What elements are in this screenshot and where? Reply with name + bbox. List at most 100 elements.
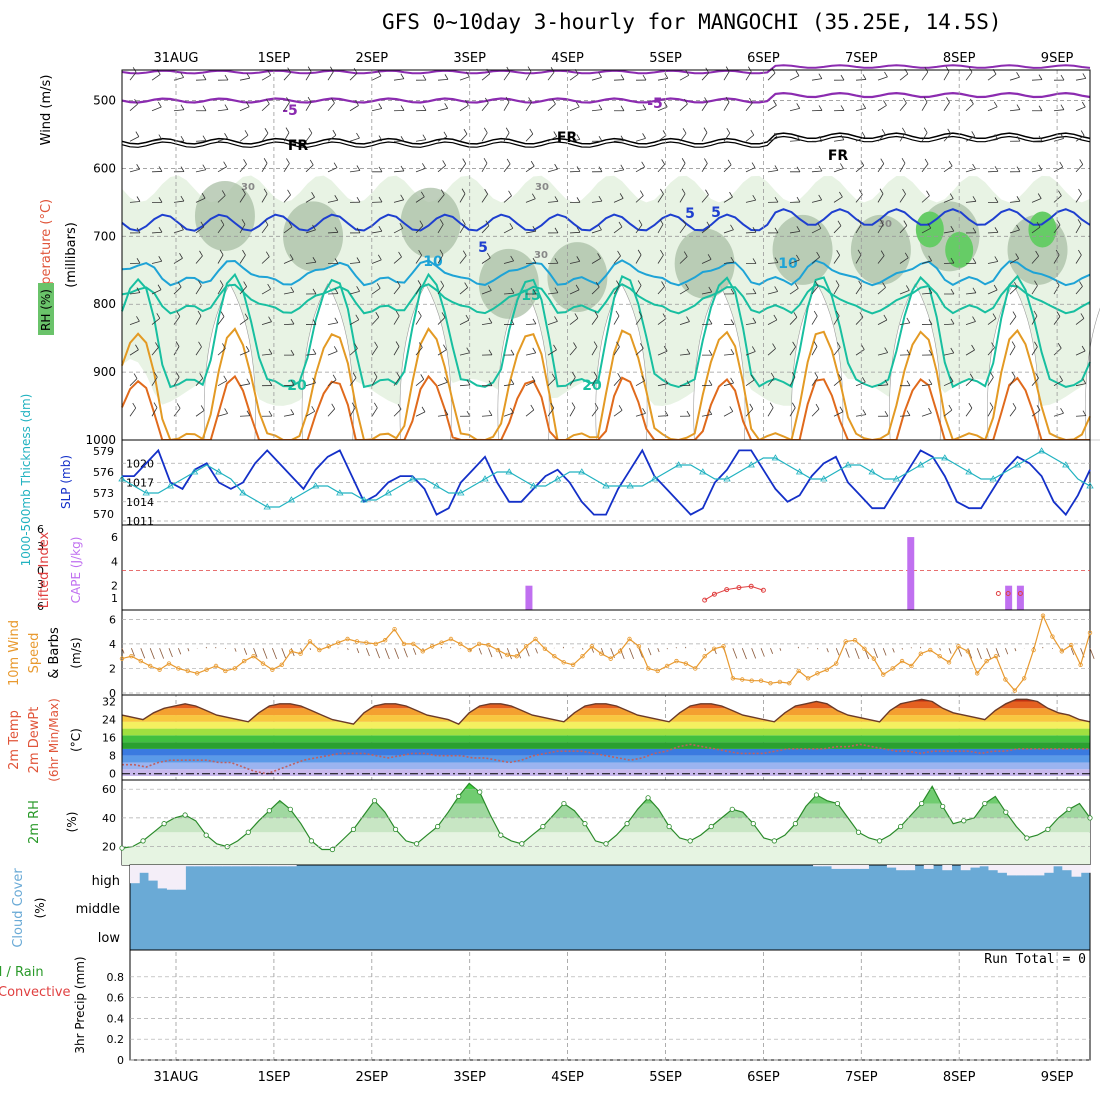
cloud-clear-gap bbox=[185, 865, 195, 866]
temp-tick-label: 32 bbox=[102, 696, 116, 709]
cloud-level-label: high bbox=[92, 874, 120, 889]
pressure-tick-label: 500 bbox=[93, 94, 116, 108]
rh2m-axis-label: 2m RH bbox=[27, 800, 42, 844]
date-label-top: 9SEP bbox=[1041, 51, 1074, 66]
wind-barb bbox=[284, 324, 294, 325]
contour-label: 10 bbox=[778, 256, 798, 272]
rh-point bbox=[520, 842, 524, 846]
date-label-top: 8SEP bbox=[943, 51, 976, 66]
rh-tick-label: 20 bbox=[102, 841, 116, 854]
rh-point bbox=[751, 821, 755, 825]
cape-tick-label: 4 bbox=[111, 555, 118, 568]
rh-point bbox=[309, 839, 313, 843]
rh-point bbox=[646, 796, 650, 800]
date-label-top: 31AUG bbox=[153, 51, 198, 66]
date-label-bottom: 7SEP bbox=[845, 1070, 878, 1085]
contour-label: 30 bbox=[534, 250, 548, 261]
rh-tick-label: 40 bbox=[102, 812, 116, 825]
rh-point bbox=[183, 813, 187, 817]
contour-label: 30 bbox=[535, 182, 549, 193]
rh-point bbox=[983, 801, 987, 805]
thickness-tick-label: 570 bbox=[93, 508, 114, 521]
rh-point bbox=[688, 839, 692, 843]
cloud-clear-gap bbox=[841, 865, 851, 869]
cloud-clear-gap bbox=[1053, 865, 1063, 866]
cloud-unit: (%) bbox=[33, 898, 47, 919]
chart-title: GFS 0~10day 3-hourly for MANGOCHI (35.25… bbox=[382, 10, 1002, 34]
temp-band bbox=[122, 762, 1090, 769]
rh-point bbox=[877, 839, 881, 843]
wind10-axis-label-a: 10m Wind bbox=[7, 620, 22, 686]
wind-barb bbox=[988, 232, 998, 233]
wind-barb bbox=[614, 80, 624, 81]
surface-wind-barb bbox=[563, 647, 564, 648]
thickness-tick-label: 579 bbox=[93, 445, 114, 458]
rh-point bbox=[435, 824, 439, 828]
cloud-level-label: low bbox=[98, 931, 121, 946]
rh-point bbox=[288, 807, 292, 811]
pressure-tick-label: 700 bbox=[93, 229, 116, 243]
rh-point bbox=[793, 821, 797, 825]
contour-label: -5 bbox=[282, 103, 298, 119]
cloud-clear-gap bbox=[287, 865, 297, 866]
temp-band bbox=[122, 742, 1090, 749]
pressure-tick-label: 600 bbox=[93, 161, 116, 175]
wind-panel-frame bbox=[122, 610, 1090, 695]
wind-tick-label: 4 bbox=[109, 638, 116, 651]
cloud-clear-gap bbox=[278, 865, 288, 866]
date-label-bottom: 9SEP bbox=[1041, 1070, 1074, 1085]
contour-label: 15 bbox=[521, 288, 540, 304]
slp-tick-label: 1014 bbox=[126, 496, 154, 509]
surface-wind-barb bbox=[798, 647, 799, 648]
cloud-clear-gap bbox=[148, 865, 158, 881]
cloud-clear-gap bbox=[139, 865, 149, 873]
cloud-clear-gap bbox=[1007, 865, 1017, 875]
temp-band bbox=[122, 735, 1090, 742]
rh-point bbox=[1067, 807, 1071, 811]
rh-tick-label: 60 bbox=[102, 783, 116, 796]
cloud-clear-gap bbox=[961, 865, 971, 870]
wind10-unit: (m/s) bbox=[69, 637, 83, 668]
cloud-clear-gap bbox=[998, 865, 1008, 873]
cloud-clear-gap bbox=[1072, 865, 1082, 877]
cloud-clear-gap bbox=[822, 865, 832, 866]
rh-axis-label: RH (%) bbox=[39, 289, 53, 331]
cloud-clear-gap bbox=[1044, 865, 1054, 873]
cloud-clear-gap bbox=[167, 865, 177, 890]
date-label-top: 5SEP bbox=[649, 51, 682, 66]
cloud-clear-gap bbox=[1025, 865, 1035, 875]
precip-tick-label: 0.6 bbox=[107, 992, 125, 1005]
date-label-top: 3SEP bbox=[453, 51, 486, 66]
temp-tick-label: 0 bbox=[109, 768, 116, 781]
cloud-clear-gap bbox=[268, 865, 278, 866]
cloud-clear-gap bbox=[241, 865, 251, 866]
rh-point bbox=[1046, 827, 1050, 831]
contour-label: 5 bbox=[685, 206, 695, 222]
cloud-clear-gap bbox=[259, 865, 269, 866]
contour-label: 5 bbox=[711, 205, 721, 221]
cloud-clear-gap bbox=[859, 865, 869, 869]
temp2m-axis-label-a: 2m Temp bbox=[7, 710, 22, 770]
wind-axis-label: Wind (m/s) bbox=[39, 75, 54, 146]
pressure-tick-label: 900 bbox=[93, 365, 116, 379]
cloud-clear-gap bbox=[1062, 865, 1072, 870]
rh-point bbox=[499, 833, 503, 837]
precip-tick-label: 0.8 bbox=[107, 971, 125, 984]
cloud-clear-gap bbox=[979, 865, 989, 866]
surface-wind-barb bbox=[920, 647, 921, 648]
rh-point bbox=[1025, 836, 1029, 840]
contour-label: FR bbox=[557, 130, 578, 146]
cloud-clear-gap bbox=[213, 865, 223, 866]
contour-label: 30 bbox=[241, 182, 255, 193]
rh-point bbox=[204, 833, 208, 837]
date-label-top: 2SEP bbox=[356, 51, 389, 66]
surface-wind-barb bbox=[583, 648, 584, 649]
slp-tick-label: 1017 bbox=[126, 477, 154, 490]
cloud-level-label: middle bbox=[76, 902, 120, 917]
date-label-top: 4SEP bbox=[551, 51, 584, 66]
date-label-bottom: 2SEP bbox=[356, 1070, 389, 1085]
cloud-axis-label: Cloud Cover bbox=[11, 868, 26, 948]
cloud-clear-gap bbox=[988, 865, 998, 870]
temp-band bbox=[122, 729, 1090, 736]
